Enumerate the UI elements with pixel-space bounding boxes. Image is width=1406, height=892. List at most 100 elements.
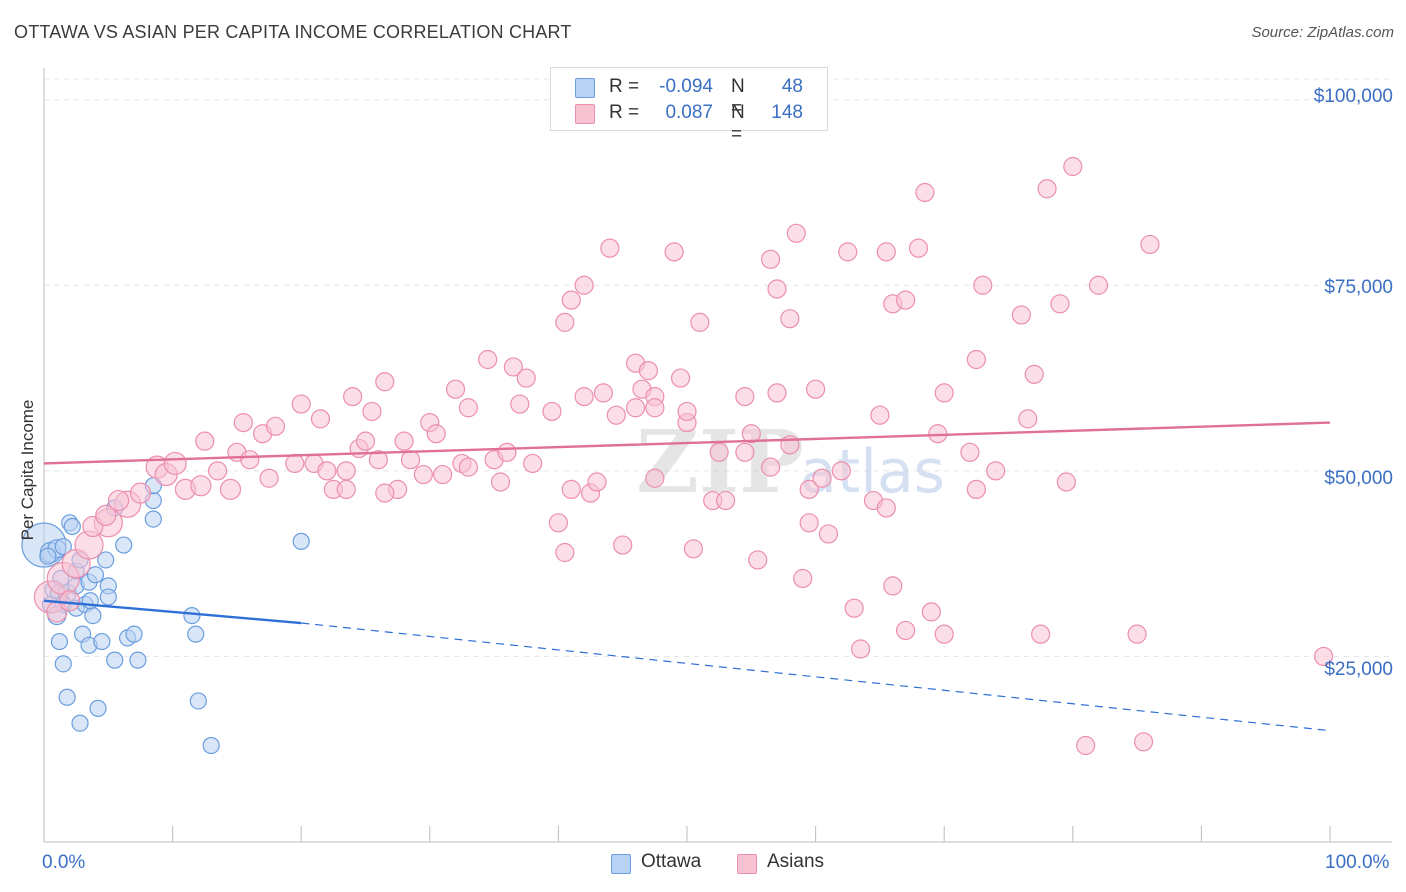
ottawa-trend-line (43, 599, 302, 625)
asians-point-122 (838, 242, 858, 262)
asians-point-7 (95, 504, 117, 526)
asians-point-57 (516, 368, 536, 388)
asians-point-82 (748, 550, 768, 570)
asians-point-38 (368, 450, 388, 470)
asians-point-141 (1018, 409, 1038, 429)
asians-trend-line (43, 421, 1331, 465)
asians-point-130 (973, 275, 993, 295)
asians-point-96 (876, 498, 896, 518)
ottawa-point-29 (93, 632, 111, 651)
y-tick-label-25000: $25,000 (1324, 659, 1393, 680)
asians-point-21 (233, 412, 253, 433)
asians-point-103 (1076, 735, 1096, 756)
asians-point-128 (934, 383, 954, 403)
asians-point-84 (767, 383, 787, 403)
asians-point-95 (870, 405, 890, 425)
asians-point-80 (735, 442, 755, 462)
asians-point-121 (805, 379, 826, 399)
ottawa-point-36 (129, 651, 147, 669)
asians-point-79 (715, 490, 736, 511)
asians-point-37 (362, 401, 382, 422)
asians-point-105 (1127, 624, 1147, 644)
ottawa-n-value: 48 (781, 76, 803, 97)
ottawa-point-40 (71, 714, 89, 732)
asians-point-8 (107, 489, 130, 512)
asians-point-30 (317, 461, 337, 481)
asians-point-118 (767, 279, 787, 299)
stats-box: R = -0.094 N = 48 R = 0.087 N = 148 (550, 67, 828, 145)
asians-point-33 (336, 461, 356, 481)
ottawa-point-46 (86, 566, 105, 584)
asians-point-34 (343, 387, 363, 407)
ottawa-point-34 (54, 655, 72, 673)
asians-swatch (575, 104, 595, 124)
ottawa-n-label: N = (731, 76, 745, 119)
asians-point-18 (195, 431, 215, 451)
asians-point-106 (1313, 646, 1334, 667)
asians-point-143 (375, 483, 395, 503)
asians-point-133 (1037, 179, 1057, 199)
asians-n-value: 148 (771, 102, 803, 123)
asians-r-label: R = (609, 102, 640, 123)
asians-point-19 (208, 461, 228, 481)
asians-point-139 (986, 461, 1006, 481)
ottawa-point-25 (292, 532, 310, 550)
asians-point-49 (458, 398, 478, 418)
asians-point-126 (908, 238, 929, 258)
y-tick-label-75000: $75,000 (1324, 277, 1393, 298)
asians-point-63 (574, 387, 594, 407)
asians-point-137 (1140, 234, 1160, 255)
ottawa-trend-extension (301, 622, 1331, 732)
asians-point-81 (741, 424, 761, 444)
asians-point-69 (625, 398, 646, 418)
asians-point-129 (966, 349, 986, 370)
asians-point-27 (291, 394, 311, 414)
ottawa-point-26 (50, 632, 69, 651)
asians-point-115 (690, 312, 710, 332)
asians-point-112 (638, 361, 659, 381)
x-tick-label-max: 100.0% (1325, 852, 1390, 873)
asians-point-104 (1133, 732, 1154, 752)
asians-point-55 (503, 357, 523, 377)
ottawa-point-39 (189, 692, 207, 710)
asians-point-117 (760, 249, 781, 269)
asians-point-97 (883, 576, 903, 596)
asians-point-32 (336, 479, 356, 500)
asians-r-value: 0.087 (665, 102, 713, 123)
asians-point-77 (709, 442, 729, 462)
asians-point-47 (445, 379, 466, 399)
asians-point-102 (1031, 624, 1051, 644)
asians-point-67 (606, 405, 626, 425)
ottawa-point-32 (183, 606, 201, 625)
asians-point-22 (240, 450, 260, 470)
asians-point-59 (542, 401, 562, 422)
asians-point-66 (593, 383, 614, 403)
y-tick-label-50000: $50,000 (1324, 468, 1393, 489)
asians-point-62 (561, 479, 581, 500)
asians-point-41 (394, 431, 414, 451)
ottawa-point-37 (58, 688, 76, 706)
y-axis-label: Per Capita Income (18, 399, 37, 541)
asians-point-51 (478, 349, 498, 370)
asians-point-39 (375, 372, 395, 392)
asians-point-134 (1050, 294, 1070, 314)
asians-point-65 (587, 472, 607, 492)
ottawa-point-44 (39, 547, 57, 565)
asians-point-87 (799, 513, 819, 533)
asians-point-99 (921, 602, 941, 622)
asians-point-9 (129, 482, 152, 504)
asians-point-11 (59, 590, 81, 612)
asians-point-50 (458, 457, 478, 477)
ottawa-point-24 (144, 510, 162, 528)
legend-asians-label: Asians (767, 851, 825, 872)
ottawa-point-35 (106, 651, 124, 669)
asians-point-89 (812, 468, 832, 488)
asians-point-73 (645, 398, 665, 418)
asians-point-127 (915, 182, 935, 203)
asians-point-17 (219, 478, 242, 501)
ottawa-point-31 (125, 625, 143, 643)
asians-point-107 (555, 312, 575, 332)
ottawa-point-20 (115, 536, 133, 554)
asians-point-75 (683, 539, 704, 559)
asians-point-56 (510, 394, 530, 414)
